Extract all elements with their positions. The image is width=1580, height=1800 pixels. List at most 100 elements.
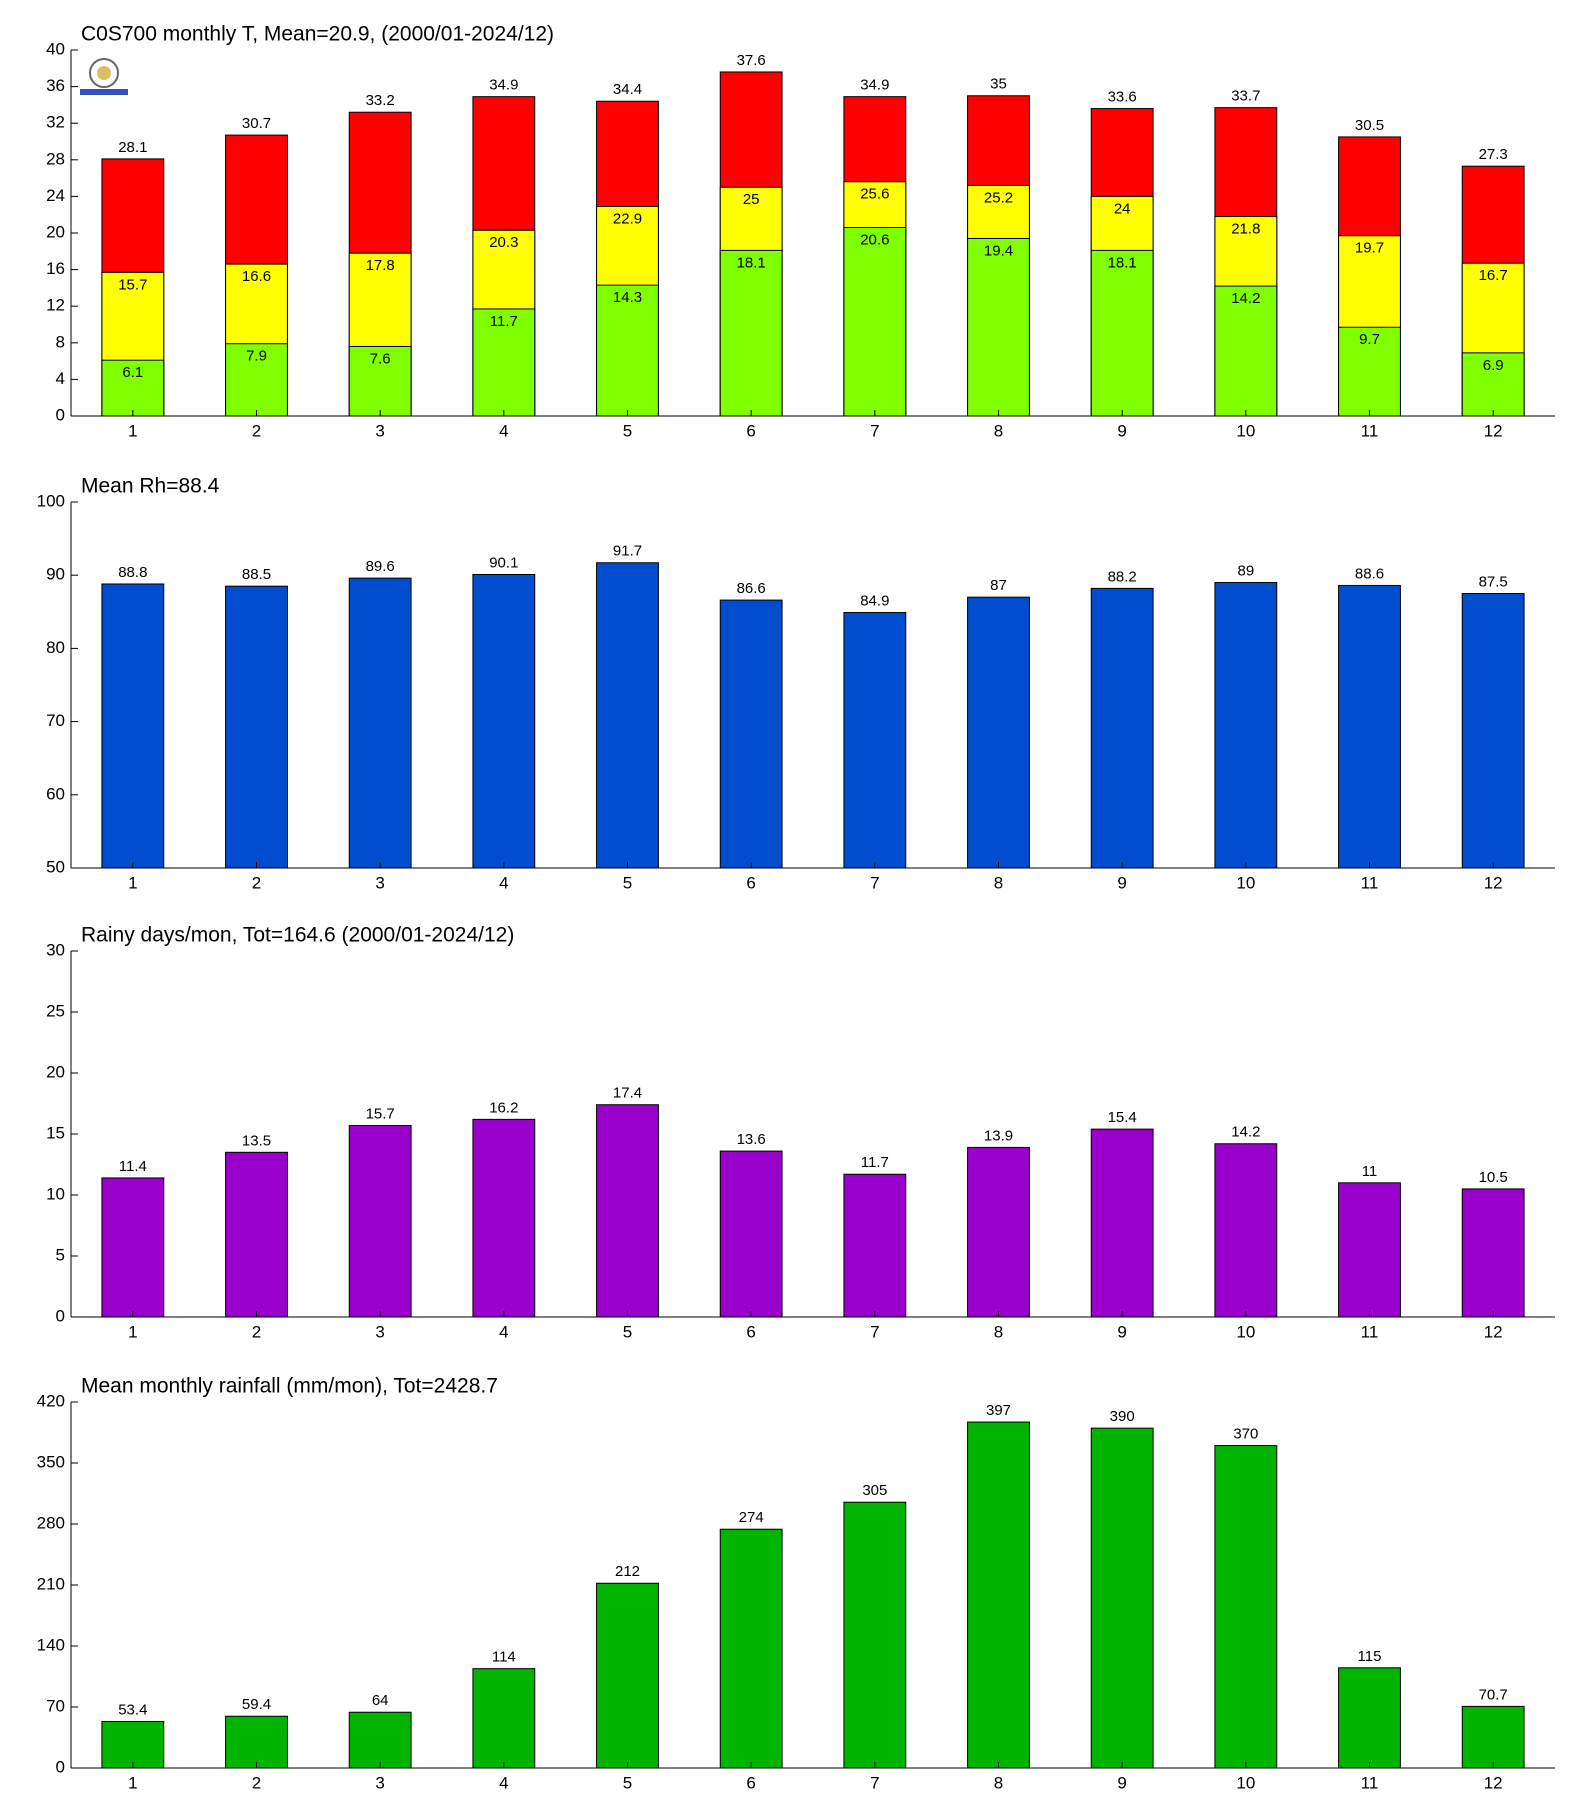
- y-tick-label: 50: [46, 857, 65, 876]
- value-label: 88.2: [1108, 568, 1137, 585]
- y-tick-label: 12: [46, 296, 65, 315]
- chart-title: C0S700 monthly T, Mean=20.9, (2000/01-20…: [81, 23, 554, 46]
- y-tick-label: 100: [37, 491, 65, 510]
- value-label: 53.4: [118, 1701, 147, 1718]
- x-tick-label: 3: [375, 1773, 384, 1792]
- value-label: 15.7: [118, 276, 147, 293]
- y-tick-label: 350: [37, 1452, 65, 1471]
- bar: [967, 237, 1030, 417]
- x-tick-label: 1: [128, 1773, 137, 1792]
- y-tick-label: 32: [46, 113, 65, 132]
- bar: [1338, 1182, 1401, 1318]
- x-tick-label: 2: [252, 421, 261, 440]
- bar: [596, 1582, 659, 1769]
- bar: [1338, 1667, 1401, 1769]
- x-tick-label: 4: [499, 1322, 508, 1341]
- bar: [1214, 1143, 1278, 1318]
- value-label: 33.7: [1231, 88, 1260, 105]
- x-tick-label: 1: [128, 873, 137, 892]
- bar: [472, 1118, 536, 1318]
- value-label: 13.5: [242, 1132, 271, 1149]
- value-label: 91.7: [613, 543, 642, 560]
- x-tick-label: 12: [1484, 873, 1503, 892]
- x-tick-label: 10: [1236, 873, 1255, 892]
- value-label: 70.7: [1479, 1686, 1508, 1703]
- x-tick-label: 3: [375, 1322, 384, 1341]
- x-tick-label: 4: [499, 421, 508, 440]
- y-tick-label: 15: [46, 1123, 65, 1142]
- value-label: 14.3: [613, 289, 642, 306]
- value-label: 14.2: [1231, 290, 1260, 307]
- x-tick-label: 10: [1236, 421, 1255, 440]
- x-tick-label: 7: [870, 1322, 879, 1341]
- value-label: 16.6: [242, 268, 271, 285]
- x-tick-label: 2: [252, 1773, 261, 1792]
- value-label: 25.6: [860, 186, 889, 203]
- bar: [967, 1421, 1030, 1769]
- x-tick-label: 9: [1117, 1773, 1126, 1792]
- y-tick-label: 20: [46, 222, 65, 241]
- y-tick-label: 28: [46, 149, 65, 168]
- bar: [348, 1124, 412, 1318]
- value-label: 305: [862, 1482, 887, 1499]
- x-tick-label: 5: [623, 873, 632, 892]
- bar: [1214, 1445, 1278, 1769]
- y-tick-label: 8: [56, 332, 65, 351]
- bar: [1338, 584, 1401, 869]
- x-tick-label: 5: [623, 1322, 632, 1341]
- y-tick-label: 140: [37, 1635, 65, 1654]
- value-label: 397: [986, 1402, 1011, 1419]
- value-label: 18.1: [737, 254, 766, 271]
- bar: [719, 249, 783, 417]
- logo-center: [97, 66, 111, 80]
- bar: [472, 573, 536, 869]
- value-label: 34.4: [613, 81, 642, 98]
- value-label: 89.6: [366, 558, 395, 575]
- value-label: 18.1: [1108, 254, 1137, 271]
- bar: [472, 308, 536, 417]
- value-label: 24: [1114, 200, 1131, 217]
- bar: [101, 583, 165, 869]
- value-label: 28.1: [118, 139, 147, 156]
- value-label: 11.7: [490, 313, 518, 330]
- bar: [225, 343, 288, 417]
- x-tick-label: 9: [1117, 1322, 1126, 1341]
- value-label: 19.7: [1355, 240, 1384, 257]
- value-label: 17.4: [613, 1085, 642, 1102]
- y-tick-label: 0: [56, 405, 65, 424]
- y-tick-label: 70: [46, 711, 65, 730]
- value-label: 25.2: [984, 189, 1013, 206]
- bar: [843, 612, 907, 869]
- bar: [843, 1501, 907, 1769]
- value-label: 21.8: [1231, 220, 1260, 237]
- value-label: 13.9: [984, 1127, 1013, 1144]
- value-label: 11.4: [119, 1158, 147, 1175]
- y-tick-label: 24: [46, 186, 65, 205]
- bar: [967, 1146, 1030, 1318]
- y-tick-label: 20: [46, 1062, 65, 1081]
- bar: [225, 1151, 288, 1318]
- x-tick-label: 7: [870, 421, 879, 440]
- value-label: 14.2: [1231, 1124, 1260, 1141]
- bar: [719, 1150, 783, 1318]
- x-tick-label: 10: [1236, 1322, 1255, 1341]
- chart-title: Rainy days/mon, Tot=164.6 (2000/01-2024/…: [81, 924, 514, 947]
- bar: [1461, 593, 1525, 869]
- value-label: 35: [990, 76, 1007, 93]
- x-tick-label: 7: [870, 1773, 879, 1792]
- x-tick-label: 12: [1484, 1322, 1503, 1341]
- value-label: 64: [372, 1692, 389, 1709]
- value-label: 88.6: [1355, 565, 1384, 582]
- value-label: 6.1: [122, 364, 143, 381]
- value-label: 19.4: [984, 242, 1013, 259]
- x-tick-label: 6: [746, 1322, 755, 1341]
- x-tick-label: 4: [499, 873, 508, 892]
- bar: [1461, 1188, 1525, 1318]
- y-tick-label: 420: [37, 1391, 65, 1410]
- x-tick-label: 11: [1361, 1322, 1379, 1341]
- value-label: 37.6: [737, 52, 766, 69]
- value-label: 10.5: [1479, 1169, 1508, 1186]
- bar: [101, 359, 165, 417]
- value-label: 86.6: [737, 580, 766, 597]
- bar: [472, 1668, 536, 1769]
